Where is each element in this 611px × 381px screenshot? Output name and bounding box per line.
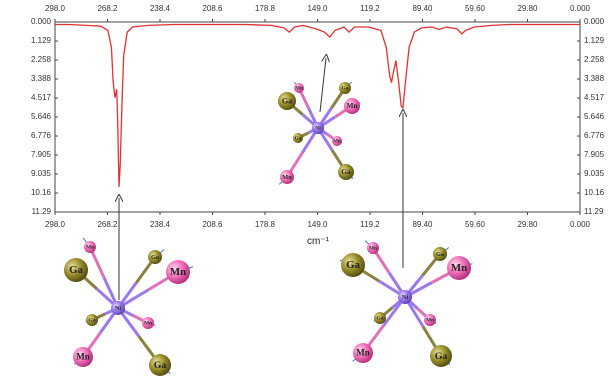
atom-label: Mn [170, 266, 186, 278]
atom-label: Mn [369, 246, 377, 252]
atom-label: Mn [347, 102, 358, 110]
y-tick-label: 11.29 [584, 207, 604, 216]
atom-label: Ga [377, 316, 384, 322]
atom-label: Ni [402, 294, 409, 301]
atom-label: Ga [436, 251, 445, 258]
x-tick-label: 208.6 [202, 4, 223, 13]
atom-label: Ga [151, 254, 160, 261]
y-tick-label: 0.000 [584, 17, 605, 26]
x-axis-label: cm⁻¹ [307, 236, 330, 247]
atom-label: Ga [342, 86, 349, 92]
arrow [320, 58, 326, 112]
y-tick-label: 1.129 [31, 36, 52, 45]
x-tick-label: 59.60 [465, 4, 486, 13]
y-tick-label: 0.000 [31, 17, 52, 26]
x-tick-label: 238.4 [150, 220, 171, 229]
atom-label: Ga [89, 318, 96, 324]
x-tick-label: 0.000 [570, 4, 591, 13]
x-tick-label: 208.6 [202, 220, 223, 229]
atom-label: Ga [435, 351, 448, 362]
x-tick-label: 298.0 [45, 4, 66, 13]
atom-label: Mn [426, 318, 434, 324]
y-tick-label: 11.29 [32, 207, 52, 216]
x-tick-label: 178.8 [255, 4, 276, 13]
x-tick-label: 268.2 [97, 4, 118, 13]
x-tick-label: 268.2 [97, 220, 118, 229]
y-tick-label: 2.258 [31, 55, 52, 64]
atom-label: Mn [76, 352, 90, 362]
y-tick-label: 10.16 [31, 188, 52, 197]
x-tick-label: 149.0 [307, 4, 328, 13]
atom-label: Ga [341, 168, 351, 176]
atom-label: Ga [154, 360, 167, 371]
x-tick-label: 298.0 [45, 220, 66, 229]
atom-label: Mn [282, 174, 292, 181]
chart: cm⁻¹ NiGaMnGaMnGaMnMnGaNiGaMnGaMnGaMnMnG… [0, 0, 611, 381]
x-tick-label: 29.80 [517, 4, 538, 13]
y-tick-label: 6.776 [584, 131, 605, 140]
atom-label: Mn [144, 321, 152, 327]
atom-label: Ga [69, 264, 83, 276]
atom-label: Ga [346, 259, 360, 271]
y-tick-label: 7.905 [584, 150, 605, 159]
x-tick-label: 149.0 [307, 220, 328, 229]
atom-label: Mn [451, 262, 467, 274]
y-tick-label: 1.129 [584, 36, 605, 45]
y-tick-label: 5.646 [31, 112, 52, 121]
x-tick-label: 0.000 [570, 220, 591, 229]
y-tick-label: 2.258 [584, 55, 605, 64]
y-tick-label: 3.388 [31, 74, 52, 83]
x-tick-label: 178.8 [255, 220, 276, 229]
y-tick-label: 4.517 [31, 93, 52, 102]
spectrum-line [55, 25, 580, 187]
x-tick-label: 119.2 [360, 220, 380, 229]
atom-label: Mn [86, 245, 94, 251]
x-tick-label: 238.4 [150, 4, 171, 13]
y-tick-label: 5.646 [584, 112, 605, 121]
atom-label: Ni [115, 305, 122, 312]
atom-label: Ga [282, 96, 292, 105]
y-tick-label: 10.16 [584, 188, 605, 197]
y-tick-label: 7.905 [31, 150, 52, 159]
y-tick-label: 9.035 [31, 169, 52, 178]
atom-label: Mn [356, 348, 370, 358]
atom-label: Mn [295, 87, 303, 92]
atom-label: Mn [333, 140, 341, 145]
x-tick-label: 89.40 [412, 220, 433, 229]
y-tick-label: 4.517 [584, 93, 605, 102]
plot-frame [55, 22, 580, 212]
y-tick-label: 9.035 [584, 169, 605, 178]
x-tick-label: 89.40 [412, 4, 433, 13]
atom-label: Ni [315, 126, 321, 132]
x-tick-label: 29.80 [517, 220, 538, 229]
y-tick-label: 3.388 [584, 74, 605, 83]
atom-label: Ga [295, 137, 302, 142]
page: cm⁻¹ NiGaMnGaMnGaMnMnGaNiGaMnGaMnGaMnMnG… [0, 0, 611, 381]
y-tick-label: 6.776 [31, 131, 52, 140]
x-tick-label: 59.60 [465, 220, 486, 229]
x-tick-label: 119.2 [360, 4, 380, 13]
